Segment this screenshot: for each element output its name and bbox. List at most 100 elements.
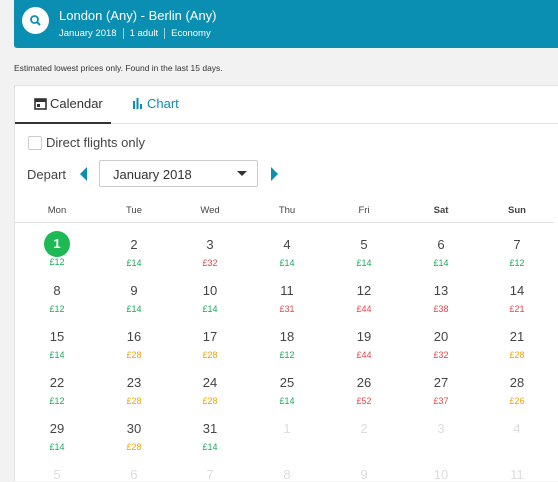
day-number[interactable]: 14 bbox=[509, 283, 525, 298]
day-cell[interactable]: 7 £12 bbox=[487, 237, 547, 268]
day-price[interactable]: £14 bbox=[126, 304, 142, 314]
day-price[interactable]: £14 bbox=[433, 258, 449, 268]
day-number[interactable]: 29 bbox=[49, 421, 65, 436]
day-cell[interactable]: 16 £28 bbox=[104, 329, 164, 360]
day-cell[interactable]: 21 £28 bbox=[487, 329, 547, 360]
day-number[interactable]: 19 bbox=[356, 329, 372, 344]
day-price[interactable]: £12 bbox=[279, 350, 295, 360]
day-number[interactable]: 22 bbox=[49, 375, 65, 390]
day-price[interactable]: £12 bbox=[509, 258, 525, 268]
day-number[interactable]: 16 bbox=[126, 329, 142, 344]
day-price[interactable]: £44 bbox=[356, 350, 372, 360]
day-price[interactable]: £28 bbox=[202, 396, 218, 406]
day-price[interactable]: £52 bbox=[356, 396, 372, 406]
search-icon[interactable] bbox=[22, 7, 49, 34]
day-cell[interactable]: 29 £14 bbox=[27, 421, 87, 452]
day-price[interactable]: £14 bbox=[126, 258, 142, 268]
day-number[interactable]: 23 bbox=[126, 375, 142, 390]
day-price[interactable]: £32 bbox=[433, 350, 449, 360]
tab-label[interactable]: Calendar bbox=[50, 96, 103, 111]
day-price[interactable]: £32 bbox=[202, 258, 218, 268]
day-cell[interactable]: 1 £12 bbox=[27, 231, 87, 267]
day-number[interactable]: 24 bbox=[202, 375, 218, 390]
day-price[interactable]: £14 bbox=[279, 258, 295, 268]
day-cell[interactable]: 30 £28 bbox=[104, 421, 164, 452]
day-cell[interactable]: 11 £31 bbox=[257, 283, 317, 314]
day-price[interactable]: £14 bbox=[279, 396, 295, 406]
day-number[interactable]: 18 bbox=[279, 329, 295, 344]
day-cell[interactable]: 4 £14 bbox=[257, 237, 317, 268]
day-price[interactable]: £31 bbox=[279, 304, 295, 314]
day-cell[interactable]: 31 £14 bbox=[180, 421, 240, 452]
day-number[interactable]: 21 bbox=[509, 329, 525, 344]
day-number[interactable]: 30 bbox=[126, 421, 142, 436]
day-price[interactable]: £12 bbox=[49, 257, 65, 267]
day-number[interactable]: 4 bbox=[283, 237, 291, 252]
search-header[interactable]: London (Any) - Berlin (Any) January 2018… bbox=[14, 0, 558, 48]
day-cell[interactable]: 18 £12 bbox=[257, 329, 317, 360]
day-price[interactable]: £37 bbox=[433, 396, 449, 406]
day-cell[interactable]: 9 £14 bbox=[104, 283, 164, 314]
day-cell[interactable]: 15 £14 bbox=[27, 329, 87, 360]
day-cell[interactable]: 12 £44 bbox=[334, 283, 394, 314]
day-number[interactable]: 10 bbox=[202, 283, 218, 298]
day-cell[interactable]: 28 £26 bbox=[487, 375, 547, 406]
day-cell[interactable]: 8 £12 bbox=[27, 283, 87, 314]
day-cell[interactable]: 3 £32 bbox=[180, 237, 240, 268]
day-price[interactable]: £14 bbox=[49, 350, 65, 360]
day-cell[interactable]: 5 £14 bbox=[334, 237, 394, 268]
day-price[interactable]: £12 bbox=[49, 396, 65, 406]
day-number[interactable]: 2 bbox=[130, 237, 138, 252]
day-cell[interactable]: 25 £14 bbox=[257, 375, 317, 406]
day-cell[interactable]: 10 £14 bbox=[180, 283, 240, 314]
day-number[interactable]: 11 bbox=[280, 283, 294, 298]
day-price[interactable]: £14 bbox=[49, 442, 65, 452]
day-number[interactable]: 28 bbox=[509, 375, 525, 390]
day-number[interactable]: 7 bbox=[513, 237, 521, 252]
day-price[interactable]: £21 bbox=[509, 304, 525, 314]
day-price[interactable]: £28 bbox=[509, 350, 525, 360]
day-cell[interactable]: 26 £52 bbox=[334, 375, 394, 406]
day-number[interactable]: 12 bbox=[356, 283, 372, 298]
checkbox[interactable] bbox=[28, 136, 42, 150]
checkbox-label[interactable]: Direct flights only bbox=[46, 135, 145, 150]
day-number[interactable]: 20 bbox=[433, 329, 449, 344]
day-price[interactable]: £14 bbox=[202, 442, 218, 452]
day-price[interactable]: £28 bbox=[126, 396, 142, 406]
day-number[interactable]: 15 bbox=[49, 329, 65, 344]
day-number[interactable]: 26 bbox=[356, 375, 372, 390]
day-price[interactable]: £14 bbox=[356, 258, 372, 268]
day-cell[interactable]: 17 £28 bbox=[180, 329, 240, 360]
day-cell[interactable]: 19 £44 bbox=[334, 329, 394, 360]
day-cell[interactable]: 24 £28 bbox=[180, 375, 240, 406]
month-select[interactable]: January 2018 bbox=[99, 160, 258, 187]
next-month[interactable] bbox=[270, 167, 280, 181]
day-number[interactable]: 17 bbox=[202, 329, 218, 344]
day-number[interactable]: 3 bbox=[206, 237, 214, 252]
day-number[interactable]: 6 bbox=[437, 237, 445, 252]
day-price[interactable]: £38 bbox=[433, 304, 449, 314]
day-price[interactable]: £44 bbox=[356, 304, 372, 314]
day-number[interactable]: 31 bbox=[202, 421, 218, 436]
day-number[interactable]: 9 bbox=[130, 283, 138, 298]
day-cell[interactable]: 2 £14 bbox=[104, 237, 164, 268]
day-number[interactable]: 8 bbox=[53, 283, 61, 298]
day-price[interactable]: £14 bbox=[202, 304, 218, 314]
tab-label[interactable]: Chart bbox=[147, 96, 179, 111]
day-number[interactable]: 25 bbox=[279, 375, 295, 390]
day-price[interactable]: £28 bbox=[202, 350, 218, 360]
day-cell[interactable]: 13 £38 bbox=[411, 283, 471, 314]
day-number[interactable]: 13 bbox=[433, 283, 449, 298]
day-price[interactable]: £12 bbox=[49, 304, 65, 314]
day-number[interactable]: 1 bbox=[44, 231, 70, 257]
day-price[interactable]: £28 bbox=[126, 442, 142, 452]
day-cell[interactable]: 27 £37 bbox=[411, 375, 471, 406]
day-price[interactable]: £28 bbox=[126, 350, 142, 360]
day-cell[interactable]: 20 £32 bbox=[411, 329, 471, 360]
tab[interactable]: Calendar bbox=[34, 96, 103, 111]
day-cell[interactable]: 14 £21 bbox=[487, 283, 547, 314]
day-cell[interactable]: 22 £12 bbox=[27, 375, 87, 406]
day-number[interactable]: 5 bbox=[360, 237, 368, 252]
day-cell[interactable]: 6 £14 bbox=[411, 237, 471, 268]
day-cell[interactable]: 23 £28 bbox=[104, 375, 164, 406]
